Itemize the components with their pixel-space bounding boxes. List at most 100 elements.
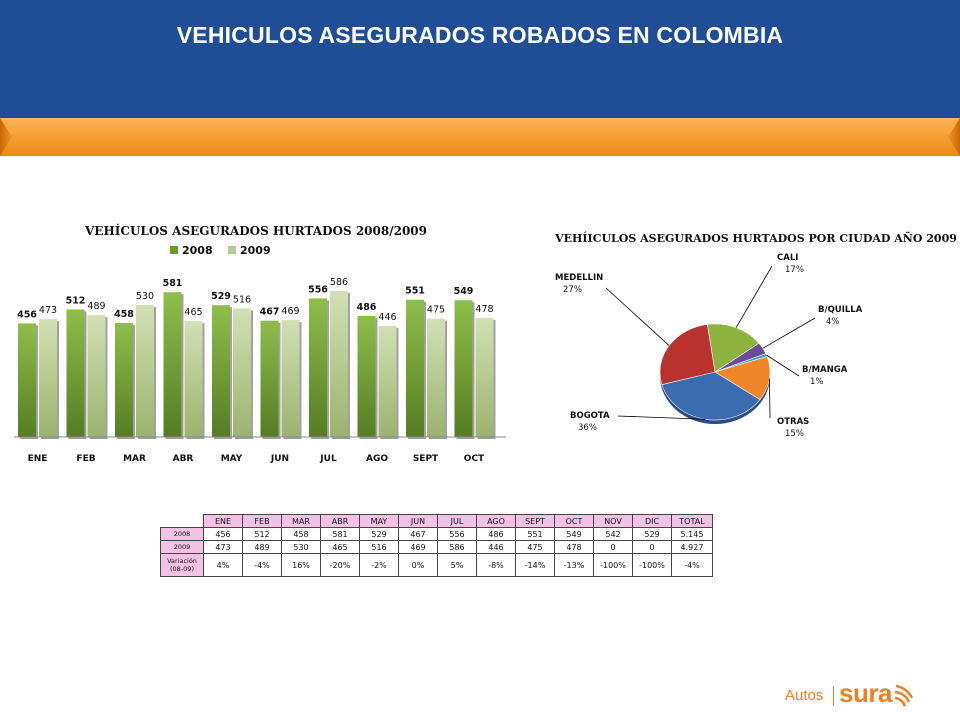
table-header-cell: JUN [398, 514, 438, 528]
table-cell: -4% [671, 553, 713, 577]
pie-leader-line [617, 415, 706, 420]
bar-2009-oct [475, 317, 494, 437]
pie-label-pct: 1% [810, 377, 824, 387]
bar-value-label: 458 [114, 309, 134, 320]
pie-label-pct: 15% [785, 429, 804, 439]
bar-value-label: 549 [454, 286, 474, 297]
legend-swatch-2008 [170, 246, 178, 254]
bar-value-label: 489 [87, 301, 105, 312]
table-cell: 4% [203, 553, 243, 577]
bar-value-label: 556 [308, 284, 328, 295]
table-row-label: Variación (08-09) [160, 553, 204, 577]
bar-value-label: 530 [136, 291, 154, 302]
pie-chart-title: VEHÍICULOS ASEGURADOS HURTADOS POR CIUDA… [554, 231, 957, 245]
bar-value-label: 581 [163, 278, 183, 289]
x-tick-label: MAR [123, 454, 146, 464]
table-cell: 529 [632, 527, 672, 541]
table-cell: -14% [515, 553, 555, 577]
table-cell: 0% [398, 553, 438, 577]
table-cell: 512 [242, 527, 282, 541]
x-tick-label: FEB [76, 454, 95, 464]
table-cell: 458 [281, 527, 321, 541]
pie-chart: VEHÍICULOS ASEGURADOS HURTADOS POR CIUDA… [554, 231, 957, 439]
table-header-cell: MAR [281, 514, 321, 528]
table-corner-cell [160, 514, 204, 528]
table-cell: 456 [203, 527, 243, 541]
bar-2009-sept [427, 318, 445, 437]
bar-2008-oct [454, 300, 473, 437]
table-header-cell: TOTAL [671, 514, 713, 528]
pie-label-pct: 27% [563, 285, 582, 295]
x-tick-label: SEPT [413, 454, 439, 464]
pie-label-pct: 4% [826, 317, 840, 327]
table-cell: -100% [632, 553, 672, 577]
logo-autos-text: Autos [785, 687, 824, 704]
table-cell: 551 [515, 527, 555, 541]
table-cell: 465 [320, 540, 360, 554]
x-tick-label: JUL [319, 454, 337, 464]
table-row: 2009 473 489 530 465 516 469 586 446 475 478 0 0 4.92… [160, 540, 713, 554]
table-cell: -100% [593, 553, 633, 577]
table-cell: 529 [359, 527, 399, 541]
x-tick-label: OCT [464, 454, 485, 464]
bar-value-label: 465 [184, 307, 202, 318]
table-cell: 5% [437, 553, 477, 577]
bar-2009-jun [281, 320, 300, 437]
bar-value-label: 475 [427, 305, 445, 316]
table-header-cell: MAY [359, 514, 399, 528]
table-header-cell: JUL [437, 514, 477, 528]
table-cell: 16% [281, 553, 321, 577]
table-header-row: ENE FEB MAR ABR MAY JUN JUL AGO SEPT OCT NOV DIC TOT… [160, 514, 713, 528]
bar-2008-mar [115, 322, 133, 437]
table-header-cell: FEB [242, 514, 282, 528]
bar-value-label: 529 [211, 291, 231, 302]
bar-value-label: 486 [357, 302, 377, 313]
logo-sura-text: sura [839, 678, 892, 708]
bar-2009-jul [330, 291, 348, 437]
page-title: VEHICULOS ASEGURADOS ROBADOS EN COLOMBIA [176, 22, 784, 48]
bar-2008-abr [163, 292, 182, 437]
pie-label-pct: 17% [785, 265, 804, 275]
bar-ticks: ENE FEB MAR ABR MAY JUN JUL AGO SEPT OCT [28, 454, 485, 464]
table-header-cell: AGO [476, 514, 516, 528]
table-cell: 478 [554, 540, 594, 554]
table-header-cell: ABR [320, 514, 360, 528]
bar-value-label: 512 [66, 295, 86, 306]
bar-value-label: 446 [378, 312, 396, 323]
pie-marks [659, 323, 771, 424]
bar-value-label: 551 [405, 286, 425, 297]
bar-2009-abr [184, 321, 203, 437]
header-bar: VEHICULOS ASEGURADOS ROBADOS EN COLOMBIA [0, 0, 960, 118]
table-header-cell: OCT [554, 514, 594, 528]
table-cell: 0 [632, 540, 672, 554]
logo-separator [833, 686, 834, 706]
table-cell: 5.145 [671, 527, 713, 541]
pie-leader-line [735, 265, 773, 328]
x-tick-label: AGO [366, 454, 388, 464]
variation-label-line2: (08-09) [170, 565, 194, 573]
bar-2008-ene [18, 323, 36, 437]
table-header-cell: ENE [203, 514, 243, 528]
table-row: 2008 456 512 458 581 529 467 556 486 551 549 542 529… [160, 527, 713, 541]
pie-label-name: MEDELLIN [555, 273, 603, 283]
table-cell: 489 [242, 540, 282, 554]
table-header-cell: NOV [593, 514, 633, 528]
table-cell: 4.927 [671, 540, 713, 554]
pie-slice-otras [714, 356, 771, 401]
bar-2009-ago [378, 325, 397, 437]
table-cell: 516 [359, 540, 399, 554]
bar-2008-jun [260, 320, 279, 437]
table-cell: 530 [281, 540, 321, 554]
bar-2008-ago [357, 315, 376, 437]
pie-leader-line [605, 287, 670, 346]
x-tick-label: ENE [28, 454, 48, 464]
legend-swatch-2009 [228, 246, 236, 254]
bar-2008-may [212, 305, 230, 437]
bar-2008-jul [309, 298, 327, 437]
pie-slice-bogota [661, 371, 761, 421]
pie-leader-line [762, 317, 816, 349]
bar-2009-mar [136, 304, 154, 437]
bar-chart-title: VEHÍCULOS ASEGURADOS HURTADOS 2008/2009 [84, 223, 427, 238]
table-cell: -4% [242, 553, 282, 577]
